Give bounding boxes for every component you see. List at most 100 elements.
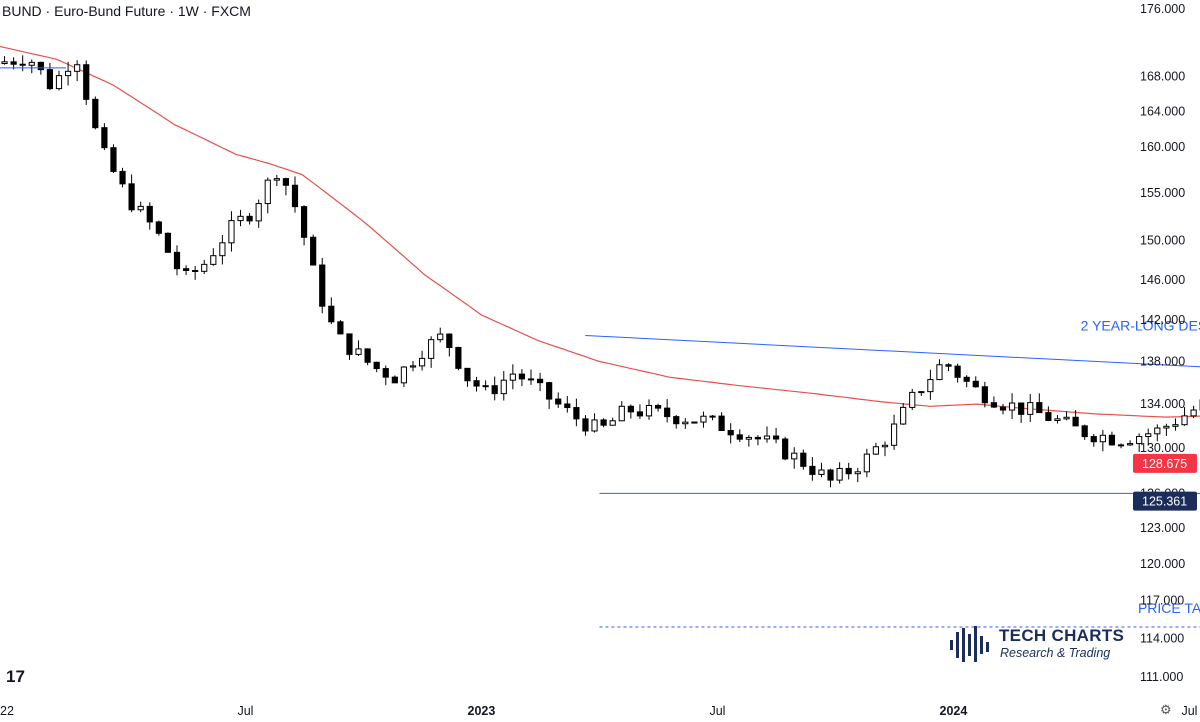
candle-down — [328, 305, 335, 323]
y-tick-label: 146.000 — [1140, 273, 1185, 287]
y-tick-label: 176.000 — [1140, 2, 1185, 16]
settings-icon[interactable]: ⚙ — [1160, 702, 1172, 717]
candle-down — [391, 376, 398, 384]
candle-down — [46, 69, 54, 90]
candle-up — [1181, 415, 1188, 426]
candle-up — [264, 179, 271, 205]
logo-bar — [980, 636, 983, 654]
candle-down — [291, 184, 299, 208]
tech-charts-logo-mark — [950, 626, 989, 662]
candle-down — [1081, 425, 1088, 438]
candle-down — [954, 365, 961, 378]
candle-up — [863, 453, 870, 473]
candle-down — [582, 418, 589, 432]
candle-down — [337, 321, 344, 335]
candle-up — [618, 405, 625, 422]
candle-up — [355, 348, 362, 355]
logo-bar — [986, 642, 989, 652]
y-tick-label: 123.000 — [1140, 521, 1185, 535]
candle-down — [555, 398, 562, 405]
candle-down — [564, 403, 571, 409]
y-tick-label: 111.000 — [1140, 670, 1183, 684]
y-tick-label: 142.000 — [1140, 313, 1185, 327]
descending-triangle-upper — [585, 334, 1200, 368]
candle-up — [918, 391, 925, 394]
candle-down — [446, 333, 453, 348]
candle-down — [1090, 436, 1097, 443]
candle-down — [636, 411, 644, 417]
candle-down — [92, 98, 99, 129]
candle-down — [654, 404, 662, 409]
candle-up — [1, 61, 8, 65]
candle-down — [664, 407, 671, 418]
triangle-label: 2 YEAR-LONG DESCENDING TRIANGLE — [1081, 317, 1200, 333]
candle-up — [228, 220, 235, 244]
candle-down — [736, 434, 743, 440]
logo-bar — [962, 628, 965, 662]
candle-down — [827, 469, 834, 481]
candle-up — [818, 469, 825, 475]
candle-up — [55, 75, 63, 90]
candle-up — [500, 379, 507, 395]
ma-price-tag-bg — [1133, 453, 1197, 473]
x-tick-label: 22 — [0, 704, 14, 718]
candle-down — [573, 407, 580, 420]
candle-down — [772, 435, 780, 440]
x-tick-label: Jul — [1181, 704, 1197, 718]
candle-down — [310, 236, 317, 266]
candle-down — [963, 376, 970, 382]
candle-down — [527, 378, 535, 381]
candle-down — [19, 63, 26, 66]
candle-down — [546, 382, 553, 400]
candle-down — [164, 232, 172, 253]
candle-down — [173, 251, 181, 270]
candle-up — [909, 391, 916, 408]
logo-bar — [950, 640, 953, 650]
candle-down — [1018, 402, 1025, 415]
tradingview-logo[interactable]: 17 — [6, 667, 25, 686]
candle-down — [246, 215, 253, 222]
candle-down — [101, 127, 108, 149]
time-axis[interactable]: 22Jul2023Jul2024Jul2025Jul2026Jul — [0, 704, 1200, 718]
candle-up — [64, 70, 72, 77]
candle-up — [682, 421, 689, 425]
price-axis[interactable]: 176.000 168.000 164.000 160.000 155.000 150.0… — [1140, 2, 1185, 684]
candle-down — [518, 373, 526, 380]
candle-down — [1072, 416, 1079, 427]
candle-down — [455, 346, 462, 369]
candle-up — [854, 471, 861, 475]
candle-down — [282, 178, 290, 186]
candle-up — [791, 452, 798, 460]
candle-up — [1145, 433, 1152, 437]
ma-price-tag-label: 128.675 — [1142, 457, 1187, 471]
candle-down — [1117, 444, 1125, 447]
candle-down — [10, 61, 17, 65]
candle-down — [1036, 402, 1043, 414]
candle-up — [219, 242, 226, 257]
candle-up — [437, 333, 444, 341]
candle-down — [491, 385, 498, 395]
candle-down — [382, 368, 389, 378]
candle-down — [782, 438, 789, 460]
candlestick-series — [1, 55, 1200, 488]
candle-down — [155, 221, 162, 234]
candle-up — [1172, 424, 1179, 427]
candle-down — [119, 170, 126, 185]
y-tick-label: 134.000 — [1140, 397, 1185, 411]
last-price-tag-bg — [1133, 491, 1197, 511]
candle-down — [809, 465, 816, 475]
candle-down — [990, 402, 998, 408]
candle-up — [409, 365, 417, 368]
candle-up — [210, 255, 217, 265]
candle-up — [237, 215, 244, 222]
candle-up — [881, 444, 889, 448]
candle-up — [1126, 443, 1134, 446]
y-tick-label: 168.000 — [1140, 69, 1185, 83]
candle-up — [74, 64, 81, 72]
ma-price-tag: 128.675 — [1133, 453, 1197, 473]
candle-up — [1163, 425, 1170, 429]
candle-up — [509, 373, 516, 381]
x-tick-label: 2024 — [940, 704, 968, 718]
candle-down — [146, 205, 153, 223]
